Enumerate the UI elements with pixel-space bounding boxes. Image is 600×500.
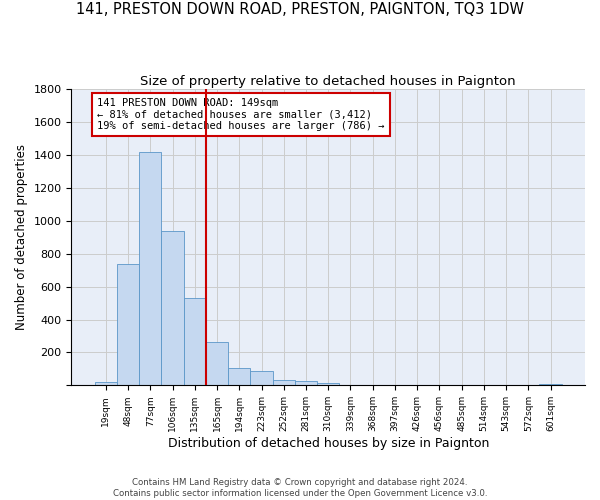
Bar: [495, 384, 517, 386]
Bar: [406, 384, 428, 386]
Bar: [272, 380, 295, 386]
Bar: [206, 342, 228, 386]
X-axis label: Distribution of detached houses by size in Paignton: Distribution of detached houses by size …: [167, 437, 489, 450]
Bar: [362, 384, 384, 386]
Bar: [473, 384, 495, 386]
Bar: [250, 370, 272, 386]
Bar: [184, 298, 206, 386]
Bar: [384, 384, 406, 386]
Y-axis label: Number of detached properties: Number of detached properties: [15, 144, 28, 330]
Text: 141 PRESTON DOWN ROAD: 149sqm
← 81% of detached houses are smaller (3,412)
19% o: 141 PRESTON DOWN ROAD: 149sqm ← 81% of d…: [97, 98, 385, 132]
Bar: [428, 384, 451, 386]
Bar: [539, 384, 562, 386]
Bar: [161, 230, 184, 386]
Bar: [95, 382, 117, 386]
Bar: [317, 383, 340, 386]
Bar: [139, 152, 161, 386]
Bar: [340, 384, 362, 386]
Bar: [117, 264, 139, 386]
Bar: [451, 384, 473, 386]
Bar: [295, 381, 317, 386]
Bar: [228, 368, 250, 386]
Title: Size of property relative to detached houses in Paignton: Size of property relative to detached ho…: [140, 75, 516, 88]
Text: Contains HM Land Registry data © Crown copyright and database right 2024.
Contai: Contains HM Land Registry data © Crown c…: [113, 478, 487, 498]
Text: 141, PRESTON DOWN ROAD, PRESTON, PAIGNTON, TQ3 1DW: 141, PRESTON DOWN ROAD, PRESTON, PAIGNTO…: [76, 2, 524, 18]
